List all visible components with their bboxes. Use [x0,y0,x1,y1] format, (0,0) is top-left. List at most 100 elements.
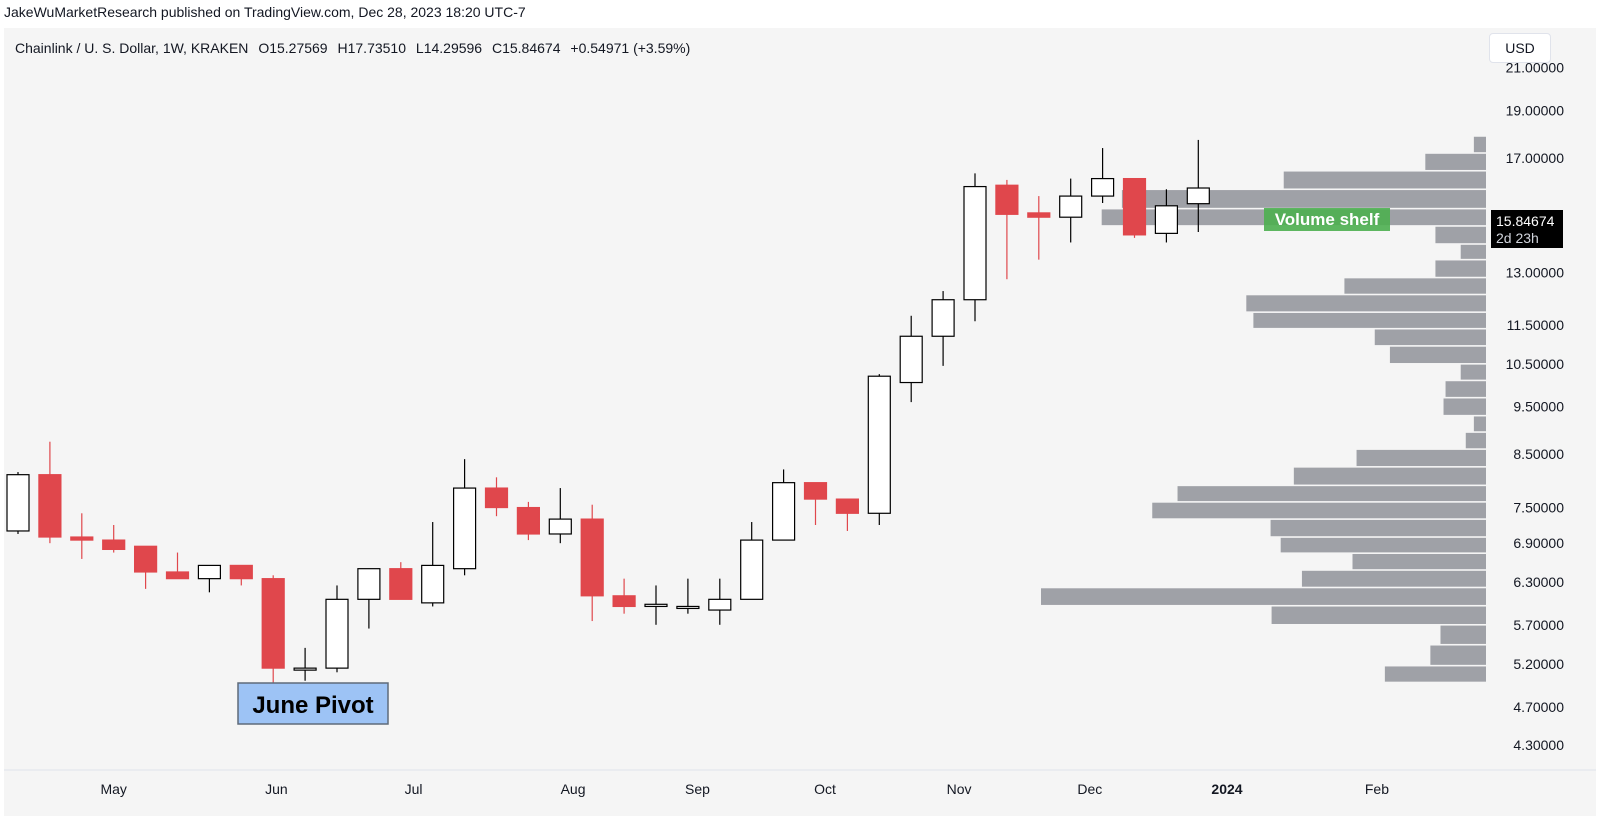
candle [995,179,1019,280]
time-axis-tick-label: Oct [814,781,836,797]
candle-body [548,518,572,535]
candle [963,173,987,322]
legend-change: +0.54971 (+3.59%) [570,40,691,56]
candle-body [421,564,445,604]
price-axis-tick-label: 8.50000 [1513,446,1564,462]
price-axis-tick-label: 5.20000 [1513,656,1564,672]
candle-body [803,482,828,500]
candle-body [389,568,413,600]
currency-button[interactable]: USD [1489,33,1551,63]
price-axis-tick-label: 19.00000 [1506,102,1565,118]
candle-body [1027,212,1051,218]
volume-profile-bar [1473,416,1486,432]
june-pivot-label: June Pivot [252,692,373,719]
candle-body [740,539,764,600]
candle-body [293,667,317,671]
price-axis-tick-label: 9.50000 [1513,399,1564,415]
volume-profile-bar [1293,467,1486,485]
candle [165,552,190,580]
volume-profile-bar [1440,625,1486,644]
volume-profile-bar [1041,588,1486,605]
candle [548,488,572,544]
candle [1027,196,1051,260]
volume-profile-bar [1435,260,1486,277]
price-axis-tick-label: 11.50000 [1507,317,1565,333]
time-axis-tick-label: Nov [947,781,972,797]
candle [357,568,381,629]
price-axis[interactable]: 4.30000 4.70000 5.20000 5.70000 6.30000 6.900… [1506,60,1565,753]
time-axis-tick-label: Dec [1077,781,1102,797]
legend-open: O15.27569 [258,40,328,56]
candle-body [1186,187,1210,205]
candle [325,585,349,673]
candle [70,513,94,559]
candle-body [612,595,636,608]
candle-body [197,564,221,580]
candle [899,315,923,403]
candle-body [229,564,253,580]
candle-body [1154,205,1179,234]
candle [771,469,796,541]
volume-profile-bar [1152,502,1486,519]
time-axis[interactable]: May Jun Jul Aug Sep Oct Nov Dec 2024 Feb [100,781,1389,797]
volume-profile-bar [1384,666,1486,682]
candle [1186,139,1210,233]
symbol-legend[interactable]: Chainlink / U. S. Dollar, 1W, KRAKEN O15… [15,40,696,56]
candle-body [102,539,126,551]
candle-body [453,487,477,570]
candle [1090,148,1115,204]
price-axis-tick-label: 17.00000 [1506,150,1565,166]
candlestick-chart[interactable]: 4.30000 4.70000 5.20000 5.70000 6.30000 6.900… [4,28,1596,816]
candle-body [484,487,509,509]
legend-high: H17.73510 [337,40,407,56]
volume-profile-bar [1473,136,1486,153]
volume-profile-bar [1425,153,1486,170]
candle [197,564,221,593]
candle-body [580,518,604,597]
time-axis-tick-label: Aug [561,781,586,797]
candle [1059,178,1083,243]
candle-body [931,299,955,337]
volume-profile-bar [1301,570,1486,587]
volume-profile-bar [1356,449,1486,467]
volume-profile [1041,136,1486,682]
volume-profile-bar [1460,244,1486,259]
price-axis-tick-label: 10.50000 [1506,356,1565,372]
candle-body [70,536,94,541]
price-axis-tick-label: 4.30000 [1513,737,1564,753]
candle [293,647,317,681]
candle-body [38,474,62,538]
volume-shelf-label: Volume shelf [1275,210,1380,229]
candle [229,564,253,586]
price-axis-tick-label: 5.70000 [1513,617,1564,633]
publisher-caption: JakeWuMarketResearch published on Tradin… [4,4,526,20]
volume-profile-bar [1270,519,1486,537]
candle-body [1090,177,1115,197]
candle-body [261,578,285,669]
candle-body [899,335,923,384]
june-pivot-annotation[interactable]: June Pivot [237,682,389,725]
volume-profile-bar [1280,537,1486,553]
volume-profile-bar [1271,606,1486,624]
chart-pane[interactable]: 4.30000 4.70000 5.20000 5.70000 6.30000 6.900… [4,28,1596,816]
candle-body [771,482,796,541]
price-axis-tick-label: 6.30000 [1513,574,1564,590]
candle [516,501,541,541]
volume-profile-bar [1460,364,1486,380]
time-axis-tick-label: Jul [405,781,423,797]
volume-profile-bar [1445,381,1486,397]
bar-countdown: 2d 23h [1496,230,1539,246]
candle [580,504,604,622]
candle [867,374,891,525]
volume-profile-bar [1435,226,1486,244]
volume-shelf-annotation[interactable]: Volume shelf [1264,208,1390,231]
price-axis-tick-label: 21.00000 [1506,60,1565,76]
candle [421,522,445,607]
volume-shelf-box [1264,208,1390,231]
legend-symbol[interactable]: Chainlink / U. S. Dollar, 1W, KRAKEN [15,40,249,56]
volume-profile-bar [1344,278,1486,294]
price-axis-tick-label: 7.50000 [1513,500,1564,516]
june-pivot-box [237,682,389,725]
last-price-value: 15.84674 [1496,213,1555,229]
candle-body [835,498,860,514]
